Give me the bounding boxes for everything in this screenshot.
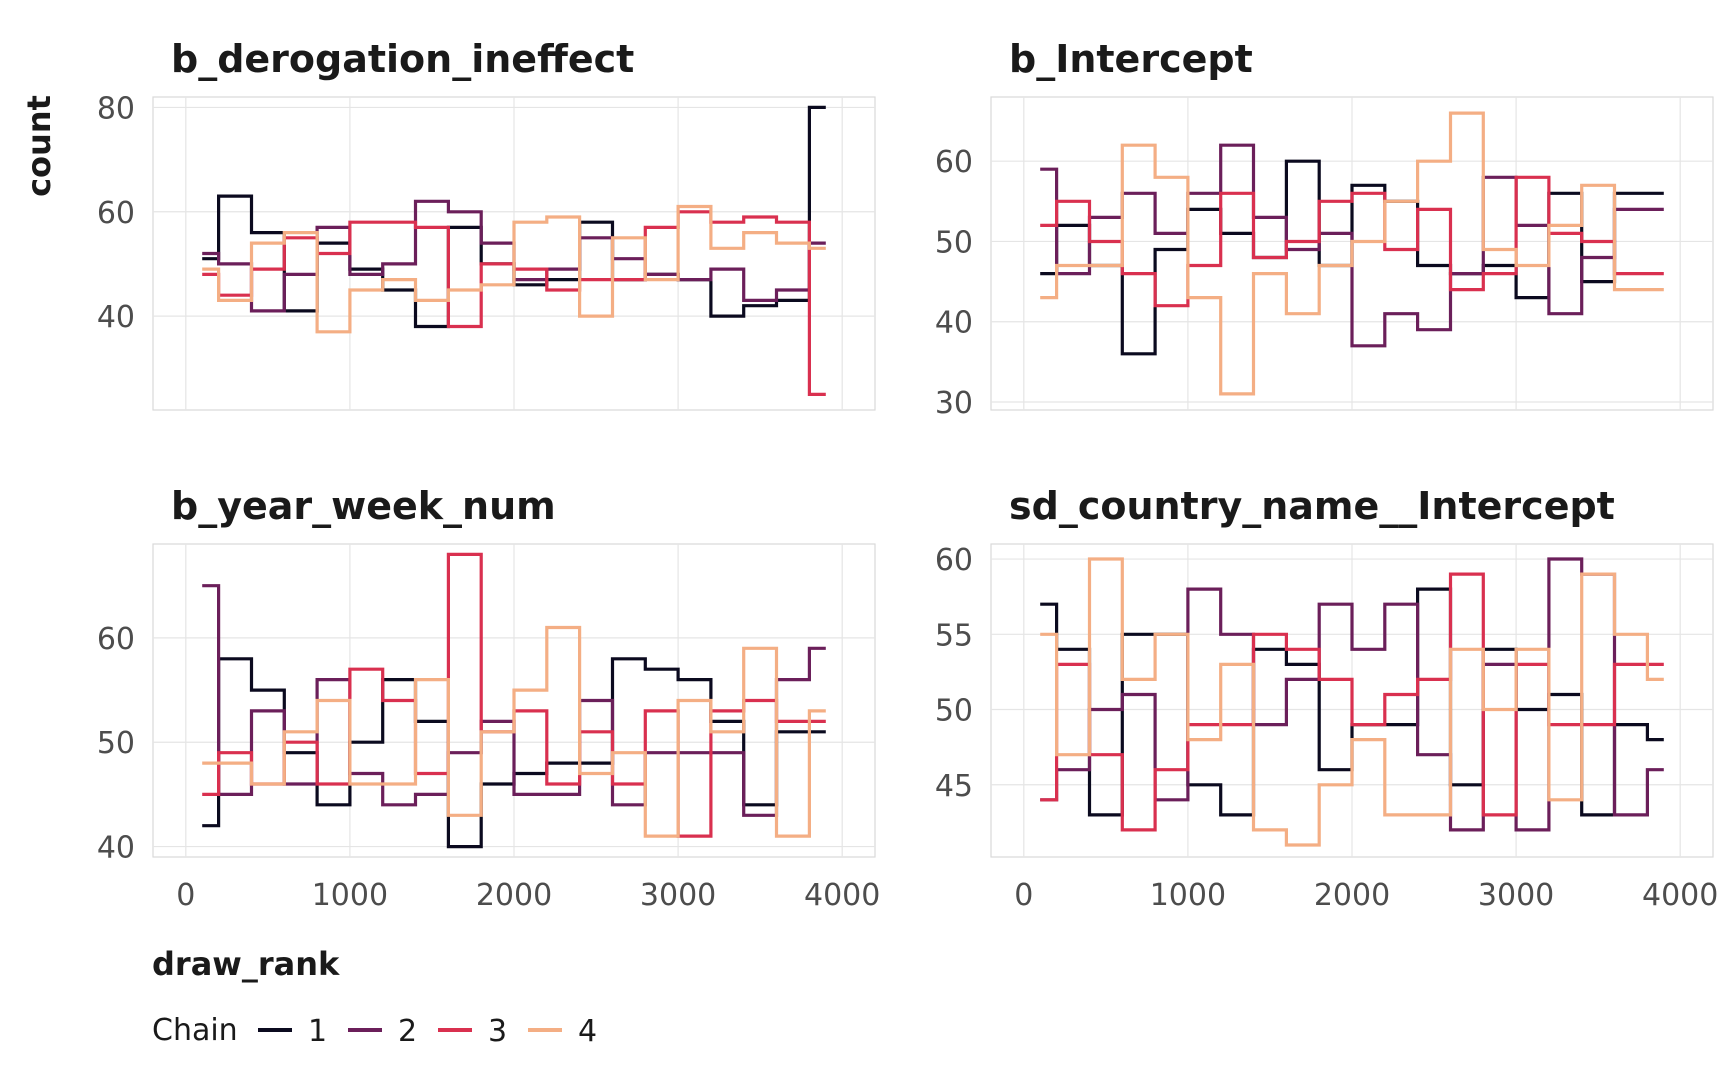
series-line-chain-4 [202,625,826,838]
legend-label-chain-4: 4 [578,1014,597,1049]
panel-title: b_Intercept [1009,37,1253,81]
y-tick-label: 60 [97,622,135,657]
series-line-chain-2 [1040,143,1664,348]
series-line-chain-2 [1040,557,1664,832]
x-tick-label: 3000 [1478,878,1554,913]
x-tick-label: 0 [176,878,195,913]
y-tick-label: 30 [935,386,973,421]
y-tick-label: 50 [97,726,135,761]
facet-panel: 40 50 60 b_year_week_num 0 1000 2000 3000 4000 [97,484,881,913]
x-tick-label: 2000 [1314,878,1390,913]
y-tick-label: 40 [97,831,135,866]
y-axis-title: count [20,95,58,197]
y-tick-label: 60 [97,196,135,231]
y-tick-label: 50 [935,694,973,729]
y-tick-label: 60 [935,145,973,180]
legend-label-chain-1: 1 [308,1014,327,1049]
y-tick-label: 80 [97,91,135,126]
x-tick-label: 1000 [1150,878,1226,913]
x-tick-label: 4000 [1642,878,1718,913]
x-tick-label: 2000 [476,878,552,913]
y-tick-label: 50 [935,225,973,260]
facet-panel: 45 50 55 60 sd_country_name__Intercept 0 1000 2… [935,484,1719,913]
y-tick-label: 40 [97,300,135,335]
y-tick-label: 40 [935,306,973,341]
x-axis-title: draw_rank [152,945,340,983]
series-line-chain-3 [1040,175,1664,308]
x-tick-label: 1000 [312,878,388,913]
series-line-chain-4 [1040,557,1664,847]
x-tick-label: 4000 [804,878,880,913]
x-tick-label: 0 [1014,878,1033,913]
panel-title: b_derogation_ineffect [171,37,634,81]
x-tick-label: 3000 [640,878,716,913]
panel-title: b_year_week_num [171,484,556,528]
series-line-chain-4 [1040,111,1664,396]
facet-panel: 40 60 80 b_derogation_ineffect [97,37,876,411]
legend-label-chain-2: 2 [398,1014,417,1049]
y-tick-label: 45 [935,769,973,804]
series-line-chain-4 [202,204,826,334]
y-tick-label: 55 [935,618,973,653]
panel-title: sd_country_name__Intercept [1009,484,1615,528]
legend-title: Chain [152,1013,238,1048]
legend: Chain 1 2 3 4 [152,1013,597,1049]
legend-label-chain-3: 3 [488,1014,507,1049]
facet-panel: 30 40 50 60 b_Intercept [935,37,1714,421]
y-tick-label: 60 [935,543,973,578]
